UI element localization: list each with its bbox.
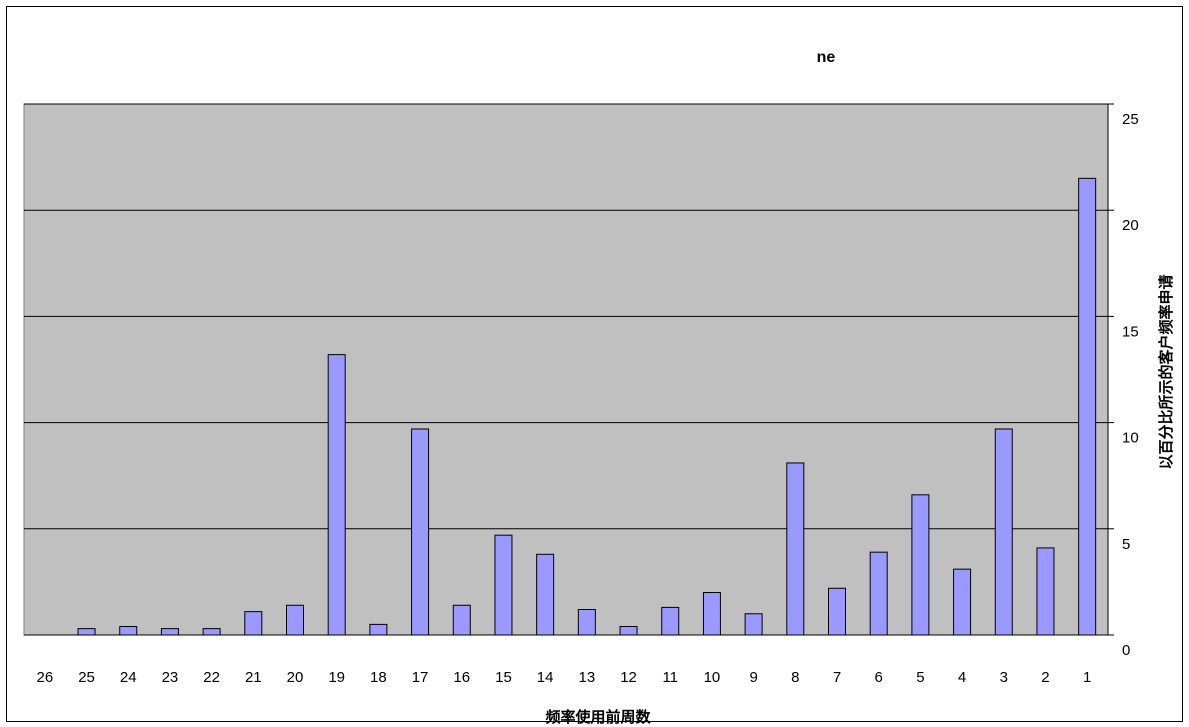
y-tick-labels: 0 5 10 15 20 25 [1122, 111, 1139, 659]
x-tick-label: 6 [875, 669, 883, 686]
bar-week-1 [1078, 177, 1097, 636]
bar-week-18 [369, 623, 388, 636]
bar-week-21 [244, 611, 263, 636]
bar-week-12 [619, 626, 638, 636]
x-tick-label: 23 [162, 669, 179, 686]
x-tick-label: 3 [1000, 669, 1008, 686]
axes [24, 103, 1114, 636]
bar-week-19 [327, 354, 346, 636]
x-tick-label: 4 [958, 669, 966, 686]
x-tick-label: 1 [1083, 669, 1091, 686]
x-tick-label: 11 [662, 669, 678, 686]
bar-week-2 [1036, 547, 1055, 636]
x-tick-label: 18 [370, 669, 387, 686]
y-tick-label: 20 [1122, 217, 1139, 234]
bar-week-11 [661, 606, 680, 636]
x-tick-label: 15 [495, 669, 512, 686]
y-tick-label: 0 [1122, 642, 1130, 659]
x-tick-label: 26 [37, 669, 54, 686]
y-axis-label: 以百分比所示的客户频率申请 [1157, 274, 1175, 469]
bar-week-4 [953, 568, 972, 636]
bar-week-10 [702, 592, 721, 636]
y-tick-label: 15 [1122, 323, 1139, 340]
chart-title: ne [817, 49, 836, 66]
x-tick-label: 5 [916, 669, 924, 686]
x-tick-label: 17 [412, 669, 429, 686]
bar-week-22 [202, 628, 221, 636]
x-tick-label: 8 [791, 669, 799, 686]
x-axis-label: 频率使用前周数 [545, 708, 651, 726]
x-tick-label: 25 [78, 669, 95, 686]
bar-week-24 [119, 626, 138, 636]
x-tick-label: 7 [833, 669, 841, 686]
x-tick-label: 2 [1041, 669, 1049, 686]
bar-week-7 [828, 587, 846, 636]
bar-week-23 [160, 628, 179, 636]
plot-area [23, 103, 1109, 636]
bar-week-3 [994, 428, 1013, 636]
x-tick-label: 21 [245, 669, 262, 686]
x-tick-label: 20 [287, 669, 304, 686]
x-tick-label: 14 [537, 669, 554, 686]
bar-week-25 [77, 628, 96, 636]
bar-week-16 [452, 604, 471, 636]
x-tick-label: 16 [453, 669, 470, 686]
x-tick-label: 10 [704, 669, 721, 686]
bar-week-14 [536, 553, 555, 636]
y-tick-label: 25 [1122, 111, 1139, 128]
x-tick-labels: 26 25 24 23 22 21 20 19 18 17 16 15 14 13 12 11 10 9 8 7 6 5 4… [37, 669, 1092, 686]
bar-week-5 [911, 494, 930, 636]
bar-week-17 [411, 428, 430, 636]
bar-week-9 [744, 613, 763, 636]
x-tick-label: 13 [579, 669, 596, 686]
bar-week-20 [286, 604, 304, 636]
y-tick-label: 5 [1122, 536, 1130, 553]
y-tick-label: 10 [1122, 430, 1139, 447]
bar-week-15 [494, 534, 513, 636]
bars [77, 177, 1097, 636]
x-tick-label: 12 [620, 669, 637, 686]
bar-week-13 [577, 609, 596, 636]
x-tick-label: 9 [749, 669, 757, 686]
x-tick-label: 22 [203, 669, 220, 686]
x-tick-label: 19 [328, 669, 345, 686]
bar-week-6 [869, 551, 888, 636]
x-tick-label: 24 [120, 669, 137, 686]
bar-week-8 [786, 462, 805, 636]
